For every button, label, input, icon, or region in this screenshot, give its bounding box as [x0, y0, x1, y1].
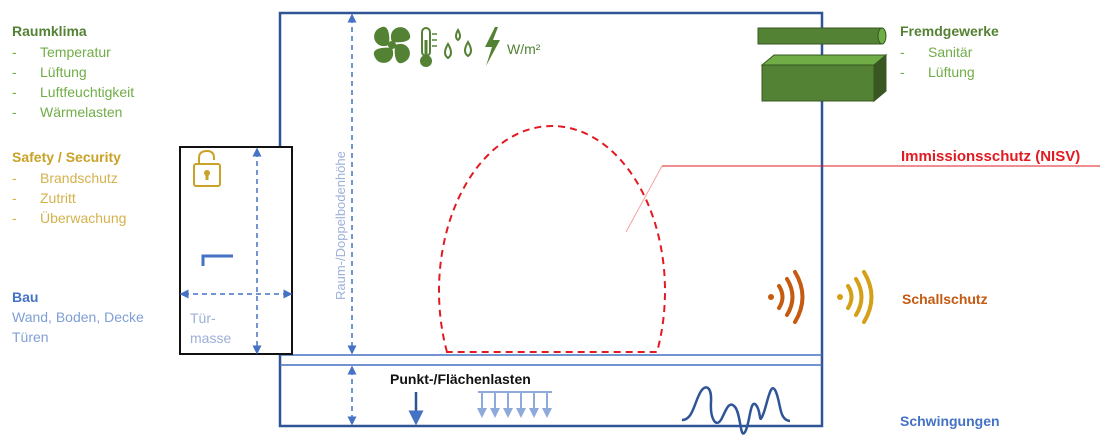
schall-label: Schallschutz — [902, 291, 988, 307]
door-label-1: Tür- — [190, 310, 216, 326]
height-label: Raum-/Doppelbodenhöhe — [333, 151, 348, 300]
raumklima-item: Temperatur — [12, 42, 134, 62]
area-load-arrows — [477, 391, 552, 418]
droplets-icon — [444, 27, 472, 60]
loads-label: Punkt-/Flächenlasten — [390, 371, 531, 387]
raumklima-item: Luftfeuchtigkeit — [12, 82, 134, 102]
safety-section: Safety / Security Brandschutz Zutritt Üb… — [12, 148, 126, 228]
vibration-wave-icon — [681, 386, 791, 435]
duct-icon — [760, 53, 888, 103]
schwingungen-label: Schwingungen — [900, 413, 1000, 429]
raumklima-item: Wärmelasten — [12, 102, 134, 122]
fremdgewerke-title: Fremdgewerke — [900, 23, 999, 39]
emission-zone — [438, 125, 666, 353]
fremdgewerke-item: Lüftung — [900, 62, 999, 82]
bau-line-1: Wand, Boden, Decke — [12, 309, 144, 325]
raumklima-section: Raumklima Temperatur Lüftung Luftfeuchti… — [12, 22, 134, 122]
thermometer-icon — [420, 27, 437, 67]
lightning-icon — [485, 27, 500, 66]
pipe-icon — [757, 27, 887, 45]
climate-unit-label: W/m² — [507, 41, 541, 57]
room-frame — [278, 11, 824, 428]
raumklima-title: Raumklima — [12, 23, 87, 39]
bau-section: Bau Wand, Boden, Decke Türen — [12, 288, 144, 347]
fremdgewerke-section: Fremdgewerke Sanitär Lüftung — [900, 22, 999, 82]
sound-wave-icon — [768, 270, 805, 324]
bau-title: Bau — [12, 289, 39, 305]
door-element — [179, 146, 293, 355]
door-handle-icon — [201, 254, 233, 266]
safety-item: Überwachung — [12, 208, 126, 228]
sound-wave-icon — [837, 270, 874, 324]
fremdgewerke-item: Sanitär — [900, 42, 999, 62]
immission-label: Immissionsschutz (NISV) — [901, 148, 1081, 165]
padlock-icon — [193, 149, 221, 187]
safety-item: Zutritt — [12, 188, 126, 208]
safety-item: Brandschutz — [12, 168, 126, 188]
safety-title: Safety / Security — [12, 149, 121, 165]
emission-pointer-line — [625, 165, 663, 233]
bau-line-2: Türen — [12, 329, 49, 345]
raumklima-item: Lüftung — [12, 62, 134, 82]
door-label-2: masse — [190, 330, 231, 346]
fan-icon — [373, 26, 411, 64]
